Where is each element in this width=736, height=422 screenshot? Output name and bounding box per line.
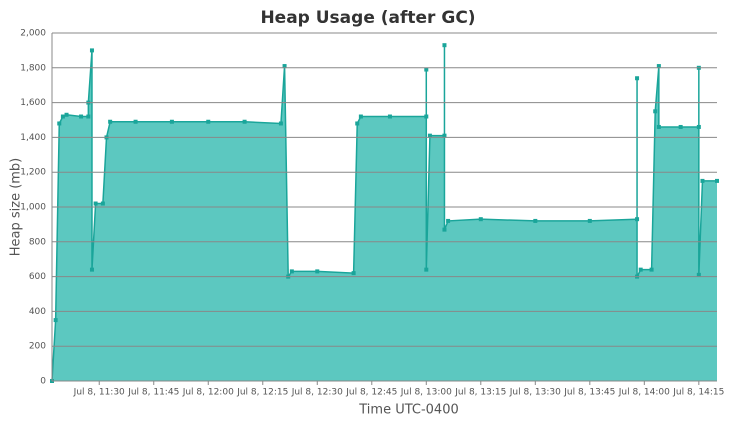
marker: [60, 114, 65, 119]
marker: [696, 272, 701, 277]
x-tick-label: Jul 8, 14:15: [672, 388, 724, 398]
marker: [635, 76, 640, 81]
area: [52, 45, 717, 382]
marker: [424, 267, 429, 272]
x-tick-label: Jul 8, 13:30: [509, 388, 561, 398]
marker: [206, 119, 211, 124]
x-tick-label: Jul 8, 12:30: [291, 388, 343, 398]
marker: [79, 114, 84, 119]
x-tick-label: Jul 8, 11:30: [73, 388, 125, 398]
marker: [478, 217, 483, 222]
marker: [678, 124, 683, 129]
y-tick-label: 1,200: [20, 168, 46, 178]
x-tick-label: Jul 8, 14:00: [618, 388, 670, 398]
marker: [53, 318, 58, 323]
x-tick-label: Jul 8, 13:00: [400, 388, 452, 398]
marker: [653, 109, 658, 114]
marker: [424, 67, 429, 72]
marker: [638, 267, 643, 272]
y-tick-label: 200: [29, 342, 46, 352]
marker: [635, 217, 640, 222]
marker: [278, 121, 283, 126]
marker: [351, 271, 356, 276]
marker: [715, 178, 719, 183]
marker: [442, 133, 447, 138]
marker: [89, 48, 94, 53]
y-tick-label: 1,600: [20, 98, 46, 108]
marker: [315, 269, 320, 274]
marker: [424, 114, 429, 119]
marker: [587, 218, 592, 223]
y-tick-label: 400: [29, 307, 46, 317]
chart-title: Heap Usage (after GC): [260, 8, 475, 28]
marker: [86, 114, 91, 119]
marker: [442, 227, 447, 232]
x-tick-label: Jul 8, 13:15: [454, 388, 506, 398]
marker: [57, 121, 62, 126]
line: [51, 45, 717, 382]
marker: [446, 218, 451, 223]
marker: [387, 114, 392, 119]
marker: [282, 64, 287, 69]
marker: [427, 133, 432, 138]
marker: [533, 218, 538, 223]
marker: [700, 178, 705, 183]
marker: [442, 43, 447, 48]
marker: [656, 64, 661, 69]
marker: [133, 119, 138, 124]
marker: [656, 124, 661, 129]
x-tick-label: Jul 8, 12:45: [345, 388, 397, 398]
x-tick-label: Jul 8, 12:15: [236, 388, 288, 398]
y-tick-label: 2,000: [20, 29, 46, 39]
y-tick-label: 1,400: [20, 133, 46, 143]
marker: [100, 201, 105, 206]
marker: [696, 124, 701, 129]
marker: [242, 119, 247, 124]
x-tick-label: Jul 8, 12:00: [182, 388, 234, 398]
y-tick-label: 1,800: [20, 63, 46, 73]
marker: [93, 201, 98, 206]
marker: [89, 267, 94, 272]
y-tick-label: 0: [40, 377, 46, 387]
y-tick-label: 800: [29, 237, 46, 247]
marker: [108, 119, 113, 124]
marker: [289, 269, 294, 274]
y-axis-label: Heap size (mb): [9, 158, 24, 257]
marker: [355, 121, 360, 126]
marker: [169, 119, 174, 124]
x-tick-label: Jul 8, 13:45: [563, 388, 615, 398]
marker: [649, 267, 654, 272]
y-tick-label: 1,000: [20, 203, 46, 213]
x-axis-label: Time UTC-0400: [358, 403, 459, 418]
x-tick-label: Jul 8, 11:45: [127, 388, 179, 398]
marker: [64, 112, 69, 117]
marker: [358, 114, 363, 119]
y-tick-label: 600: [29, 272, 46, 282]
